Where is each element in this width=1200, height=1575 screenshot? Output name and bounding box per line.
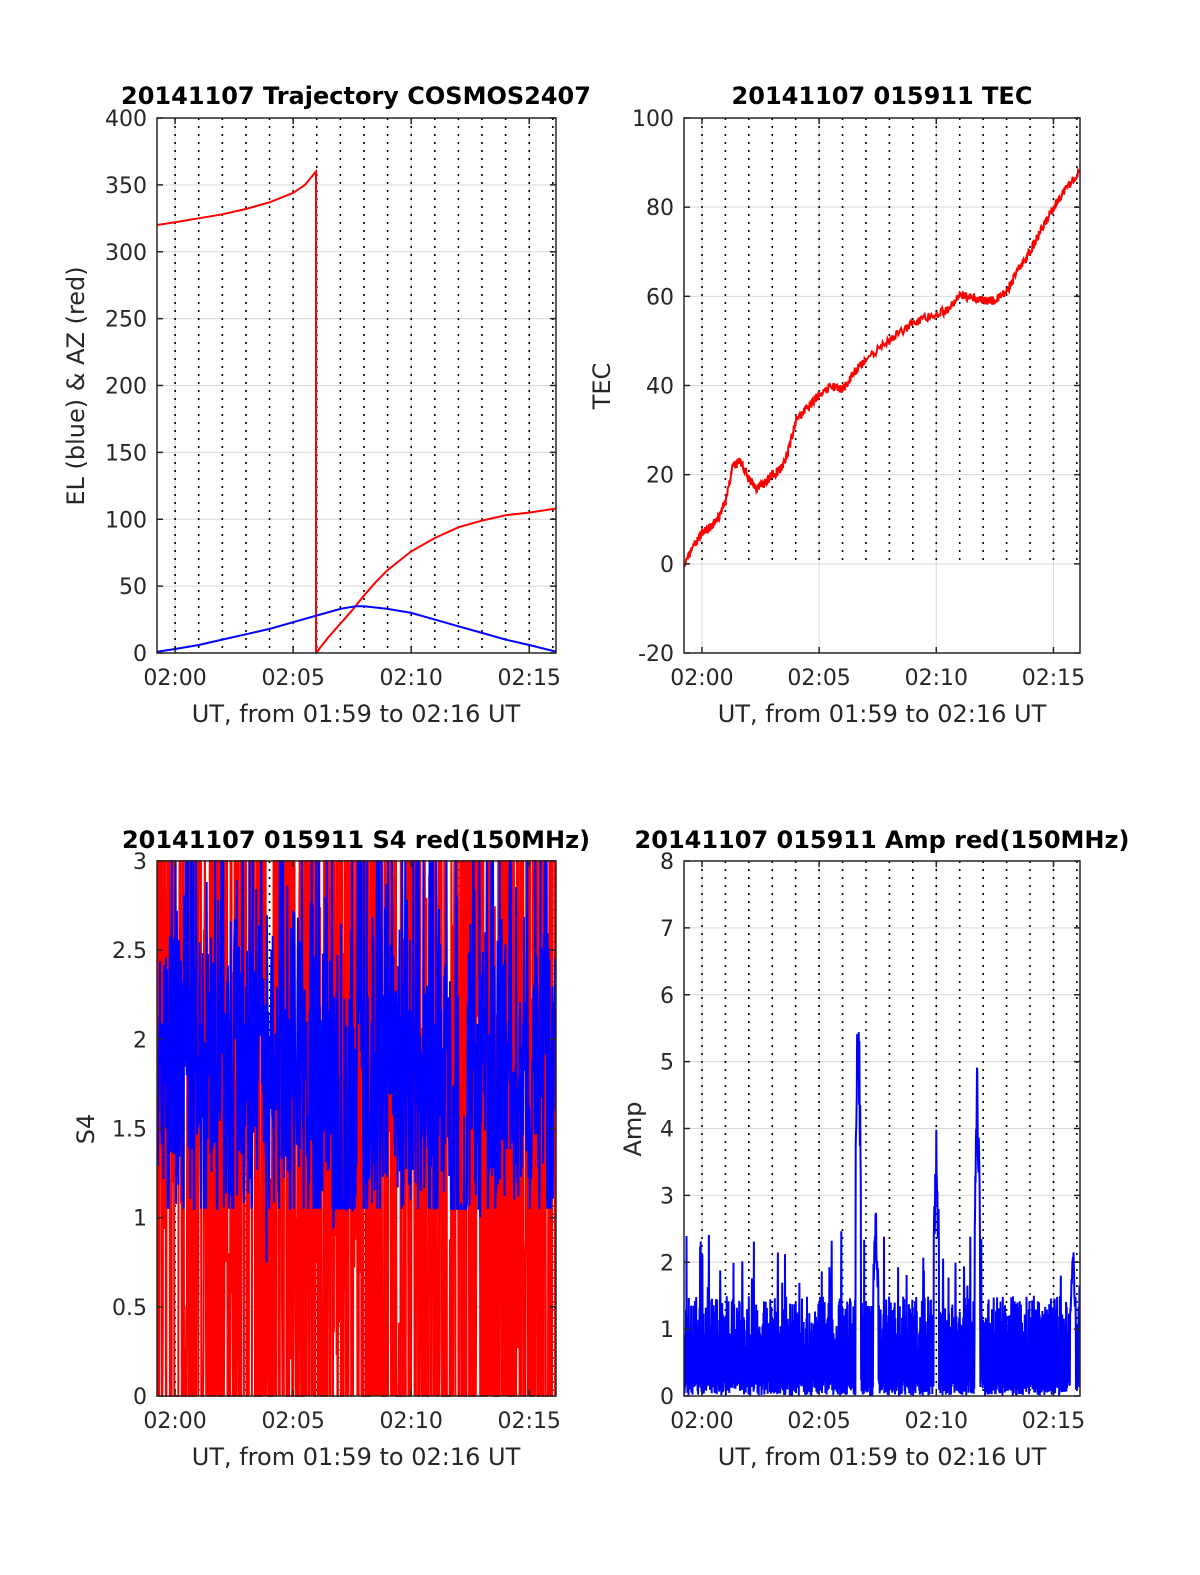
y-tick-label: 7: [660, 917, 674, 942]
y-tick-label: 150: [105, 441, 147, 466]
x-tick-label: 02:05: [261, 1409, 324, 1434]
y-tick-label: 200: [105, 375, 147, 400]
y-tick-label: 2.5: [112, 939, 147, 964]
x-tick-label: 02:15: [498, 1409, 561, 1434]
x-tick-label: 02:10: [905, 1409, 968, 1434]
series-line: [684, 166, 1080, 569]
y-axis-label: TEC: [588, 363, 616, 411]
y-tick-label: 60: [646, 285, 674, 310]
x-tick-label: 02:15: [1022, 666, 1085, 691]
y-tick-label: -20: [638, 642, 674, 667]
y-tick-label: 1: [133, 1207, 147, 1232]
y-tick-label: 0: [660, 553, 674, 578]
y-tick-label: 300: [105, 241, 147, 266]
chart-title: 20141107 Trajectory COSMOS2407: [121, 82, 591, 110]
y-tick-label: 0.5: [112, 1296, 147, 1321]
y-tick-label: 80: [646, 196, 674, 221]
tec-chart: -20 0 20 40 60 80 100 02:00 02:05 02:10 02:15 2014…: [588, 82, 1085, 728]
y-tick-label: 350: [105, 174, 147, 199]
x-tick-label: 02:15: [1022, 1409, 1085, 1434]
y-tick-label: 400: [105, 107, 147, 132]
y-tick-label: 100: [105, 508, 147, 533]
x-axis-label: UT, from 01:59 to 02:16 UT: [718, 700, 1047, 728]
y-axis-label: Amp: [619, 1101, 647, 1156]
y-axis-label: S4: [72, 1114, 100, 1145]
x-tick-label: 02:00: [670, 1409, 733, 1434]
x-axis-label: UT, from 01:59 to 02:16 UT: [192, 700, 521, 728]
series-line: [157, 168, 556, 654]
y-tick-label: 2: [133, 1028, 147, 1053]
x-axis-label: UT, from 01:59 to 02:16 UT: [192, 1443, 521, 1471]
y-tick-label: 6: [660, 984, 674, 1009]
x-tick-label: 02:10: [379, 1409, 442, 1434]
x-tick-label: 02:00: [143, 666, 206, 691]
y-tick-label: 3: [660, 1184, 674, 1209]
y-tick-label: 40: [646, 375, 674, 400]
y-tick-label: 5: [660, 1051, 674, 1076]
x-tick-label: 02:10: [905, 666, 968, 691]
amp-chart: 0 1 2 3 4 5 6 7 8 02:00 02:05 02:10 02:15 20141107 0…: [619, 826, 1129, 1471]
data-layer: [684, 1032, 1080, 1397]
series-line: [684, 1032, 1080, 1397]
y-tick-label: 4: [660, 1118, 674, 1143]
chart-title: 20141107 015911 TEC: [732, 82, 1033, 110]
y-tick-label: 1.5: [112, 1118, 147, 1143]
y-tick-label: 8: [660, 850, 674, 875]
y-tick-label: 0: [133, 1385, 147, 1410]
trajectory-chart: 0 50 100 150 200 250 300 350 400 02:00 02:05 02:10 0…: [62, 82, 591, 728]
y-tick-label: 3: [133, 850, 147, 875]
y-tick-label: 100: [632, 107, 674, 132]
x-tick-label: 02:15: [498, 666, 561, 691]
x-tick-label: 02:05: [787, 1409, 850, 1434]
y-tick-label: 50: [119, 575, 147, 600]
series-line: [157, 605, 556, 653]
y-tick-label: 20: [646, 464, 674, 489]
chart-title: 20141107 015911 S4 red(150MHz): [122, 826, 590, 854]
chart-title: 20141107 015911 Amp red(150MHz): [635, 826, 1130, 854]
x-tick-label: 02:05: [261, 666, 324, 691]
y-tick-label: 0: [660, 1385, 674, 1410]
data-layer: [157, 168, 556, 654]
y-tick-label: 0: [133, 642, 147, 667]
data-layer: [684, 166, 1080, 569]
y-axis-label: EL (blue) & AZ (red): [62, 266, 90, 505]
y-tick-label: 2: [660, 1251, 674, 1276]
x-tick-label: 02:00: [670, 666, 733, 691]
x-axis-label: UT, from 01:59 to 02:16 UT: [718, 1443, 1047, 1471]
x-tick-label: 02:05: [787, 666, 850, 691]
y-tick-label: 250: [105, 308, 147, 333]
data-layer: [157, 860, 556, 1397]
x-tick-label: 02:10: [379, 666, 442, 691]
series-line: [157, 860, 556, 1263]
s4-chart: 0 0.5 1 1.5 2 2.5 3 02:00 02:05 02:10 02:15 201411…: [72, 826, 590, 1471]
x-tick-label: 02:00: [143, 1409, 206, 1434]
y-tick-label: 1: [660, 1318, 674, 1343]
